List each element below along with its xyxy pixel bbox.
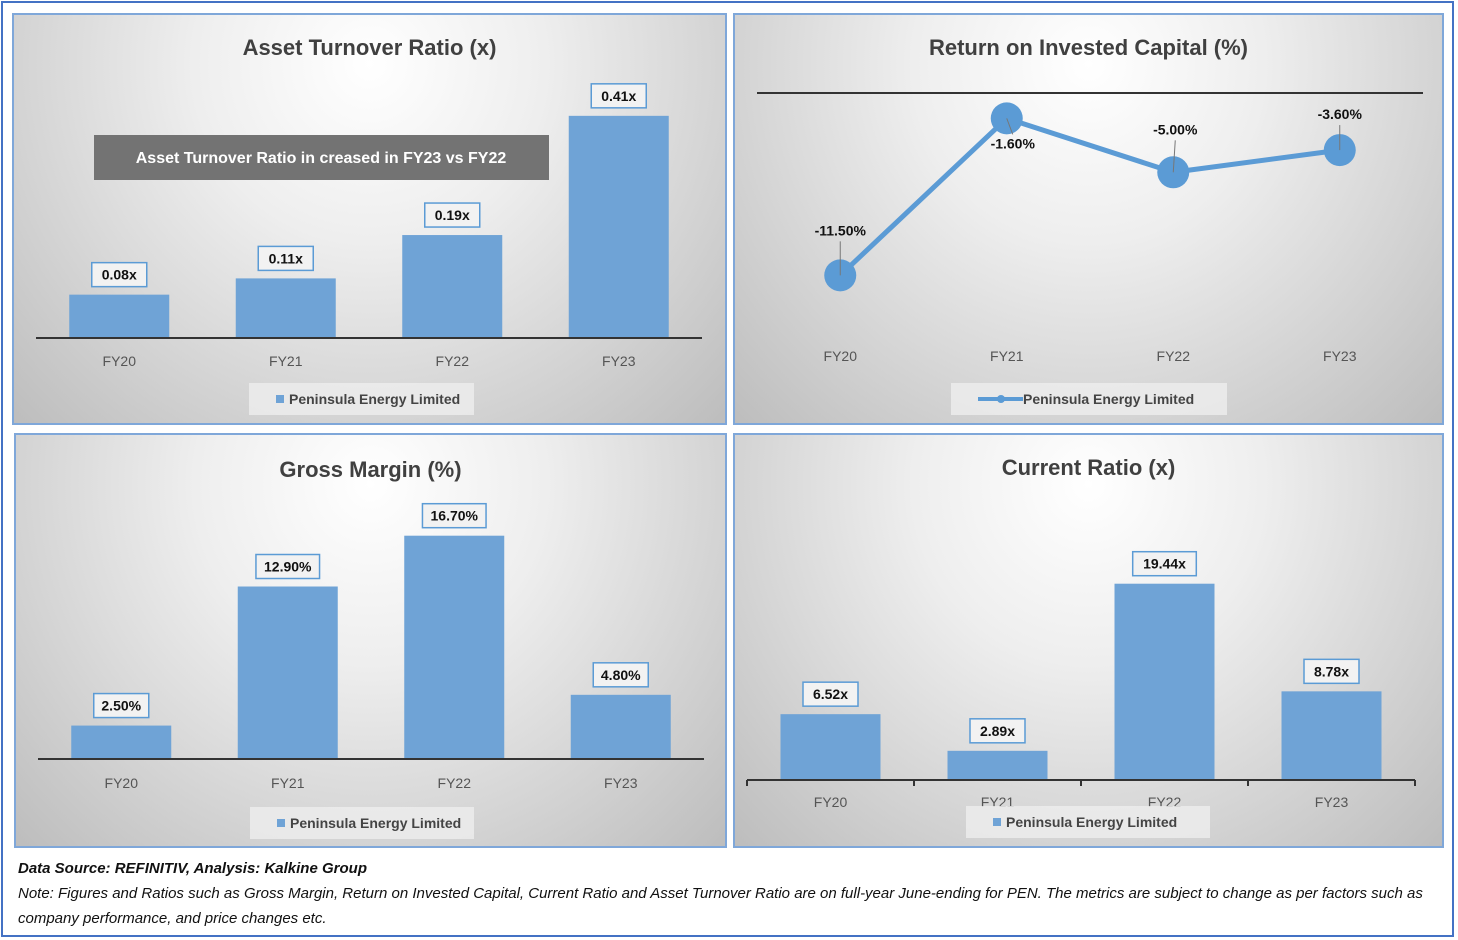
data-label-box (257, 245, 314, 272)
x-tick-label: FY21 (271, 775, 305, 791)
bar-fy21 (235, 278, 336, 338)
legend-swatch-icon (277, 819, 285, 827)
x-tick-label: FY22 (438, 775, 472, 791)
gross-margin-svg: Gross Margin (%) 2.50% 12.90% 16.70% 4.80% FY… (38, 457, 704, 839)
chart-title: Gross Margin (%) (279, 457, 461, 482)
data-label-box (590, 83, 647, 109)
x-tick-label: FY20 (103, 353, 137, 369)
x-tick-label: FY22 (1157, 348, 1191, 364)
legend-label: Peninsula Energy Limited (1023, 391, 1194, 407)
data-label: 0.19x (435, 207, 470, 223)
annotation-text: Asset Turnover Ratio in creased in FY23 … (136, 150, 507, 167)
bar-fy21 (237, 586, 338, 759)
bar-fy23 (570, 694, 671, 759)
bar-fy23 (568, 115, 669, 338)
bar-fy20 (69, 294, 170, 338)
series-line (838, 115, 1341, 278)
leader-line (1172, 140, 1176, 173)
data-label: 2.89x (980, 723, 1015, 739)
data-label: 0.08x (102, 267, 137, 283)
bar-fy22 (1114, 583, 1215, 780)
data-label: 8.78x (1314, 663, 1349, 679)
data-label-box (91, 261, 148, 288)
data-label-box (421, 502, 487, 529)
data-label: 12.90% (264, 559, 312, 575)
data-source: Data Source: REFINITIV, Analysis: Kalkin… (18, 860, 367, 877)
chart-title: Current Ratio (x) (1002, 455, 1176, 480)
x-tick-label: FY21 (990, 348, 1024, 364)
x-tick-label: FY23 (1315, 794, 1349, 810)
x-tick-label: FY20 (824, 348, 858, 364)
x-tick-label: FY22 (436, 353, 470, 369)
legend-swatch-icon (276, 395, 284, 403)
bar-fy21 (947, 750, 1048, 780)
data-label: -1.60% (991, 135, 1036, 151)
data-label-box (1131, 550, 1198, 577)
bar-fy22 (404, 535, 505, 759)
footer: Data Source: REFINITIV, Analysis: Kalkin… (18, 856, 1438, 931)
data-label: 6.52x (813, 686, 848, 702)
data-label-box (424, 202, 481, 228)
asset-turnover-svg: Asset Turnover Ratio (x) 0.08x 0.11x 0.19x 0… (36, 35, 702, 415)
x-tick-label: FY20 (105, 775, 139, 791)
legend-marker-icon (997, 395, 1005, 403)
legend-box (250, 807, 474, 839)
chart-title: Asset Turnover Ratio (x) (243, 35, 497, 60)
legend-label: Peninsula Energy Limited (290, 815, 461, 831)
gross-margin-chart: Gross Margin (%) 2.50% 12.90% 16.70% 4.80% FY… (14, 433, 727, 848)
asset-turnover-chart: Asset Turnover Ratio (x) 0.08x 0.11x 0.19x 0… (12, 13, 727, 425)
roic-svg: Return on Invested Capital (%) -11.50% -1.… (757, 35, 1423, 415)
current-ratio-chart: Current Ratio (x) 6.52x 2.89x 19.44x 8.78x FY… (733, 433, 1444, 848)
legend-box (249, 383, 474, 415)
chart-title: Return on Invested Capital (%) (929, 35, 1248, 60)
data-label: 16.70% (431, 508, 479, 524)
legend-box (966, 806, 1210, 838)
annotation-box (94, 135, 549, 180)
data-label: 0.41x (601, 88, 636, 104)
data-label: 0.11x (269, 250, 303, 266)
data-label-box (93, 692, 150, 719)
current-ratio-svg: Current Ratio (x) 6.52x 2.89x 19.44x 8.78x FY… (746, 455, 1416, 838)
data-label: -11.50% (815, 222, 867, 238)
data-label-box (592, 662, 649, 688)
data-label: 2.50% (101, 698, 141, 714)
data-label: 19.44x (1143, 556, 1186, 572)
leader-line (1006, 118, 1014, 135)
data-label: 4.80% (601, 667, 641, 683)
x-tick-label: FY23 (604, 775, 638, 791)
data-label: -3.60% (1318, 106, 1363, 122)
x-tick-label: FY21 (269, 353, 303, 369)
bar-fy20 (71, 725, 172, 759)
bar-fy23 (1281, 691, 1382, 780)
data-label-box (255, 553, 321, 580)
data-label-box (802, 681, 859, 707)
x-tick-label: FY23 (602, 353, 636, 369)
data-label-box (1303, 658, 1360, 685)
x-tick-label: FY20 (814, 794, 848, 810)
footer-note: Note: Figures and Ratios such as Gross M… (18, 885, 1423, 927)
data-label: -5.00% (1153, 121, 1198, 137)
x-tick-label: FY23 (1323, 348, 1357, 364)
legend-swatch-icon (993, 818, 1001, 826)
legend-label: Peninsula Energy Limited (289, 391, 460, 407)
legend-label: Peninsula Energy Limited (1006, 814, 1177, 830)
roic-chart: Return on Invested Capital (%) -11.50% -1.… (733, 13, 1444, 425)
bar-fy20 (780, 714, 881, 780)
bar-fy22 (402, 235, 503, 338)
data-label-box (969, 718, 1026, 744)
